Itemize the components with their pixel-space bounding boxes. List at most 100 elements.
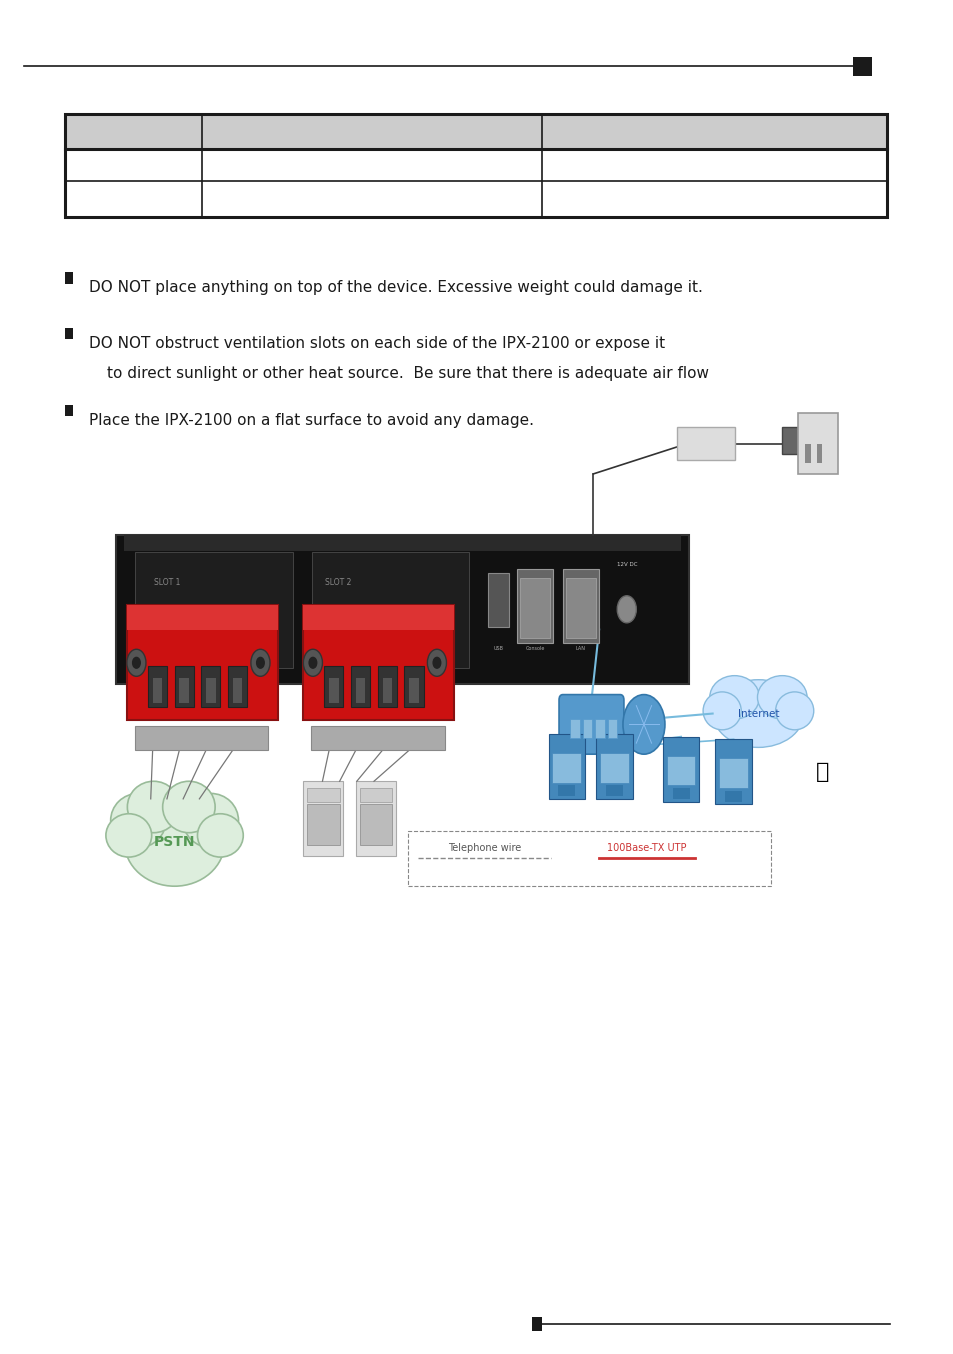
Bar (228, 666, 247, 707)
Bar (719, 758, 747, 788)
Bar (558, 785, 575, 796)
Bar (781, 427, 799, 454)
Bar (65, 114, 886, 217)
Bar (65, 272, 73, 284)
Bar (565, 578, 596, 638)
Ellipse shape (111, 793, 166, 848)
Circle shape (132, 657, 140, 668)
Bar (303, 605, 454, 630)
Bar (65, 405, 73, 417)
Bar (408, 831, 770, 886)
Bar (599, 753, 628, 783)
Bar (124, 535, 680, 551)
Bar (233, 678, 242, 703)
Bar (570, 719, 579, 738)
Bar (409, 678, 418, 703)
FancyBboxPatch shape (558, 695, 623, 754)
Bar (662, 737, 699, 802)
Bar (179, 678, 189, 703)
Bar (595, 719, 604, 738)
Bar (303, 781, 343, 856)
Bar (303, 605, 454, 720)
Bar (677, 427, 734, 460)
Ellipse shape (106, 814, 152, 857)
Bar (206, 678, 215, 703)
Circle shape (622, 695, 664, 754)
Circle shape (127, 649, 146, 676)
Bar (174, 666, 193, 707)
Bar (666, 756, 695, 785)
Bar (311, 726, 444, 750)
Bar (552, 753, 580, 783)
Bar (852, 57, 871, 76)
Bar (607, 719, 617, 738)
Bar (152, 678, 162, 703)
Bar (134, 726, 268, 750)
Bar (797, 413, 837, 474)
Bar (582, 719, 592, 738)
Text: SLOT 2: SLOT 2 (325, 578, 352, 586)
Ellipse shape (775, 692, 813, 730)
Circle shape (617, 596, 636, 623)
Bar (148, 666, 167, 707)
Bar (116, 535, 688, 684)
Ellipse shape (127, 781, 179, 833)
Bar (804, 444, 810, 463)
Bar (324, 666, 343, 707)
Bar (377, 666, 396, 707)
Ellipse shape (713, 680, 802, 747)
Bar (816, 444, 821, 463)
Ellipse shape (757, 676, 806, 719)
Bar (532, 1317, 541, 1331)
Circle shape (251, 649, 270, 676)
Bar (517, 569, 553, 643)
Ellipse shape (702, 692, 740, 730)
Bar (312, 552, 469, 668)
Bar (488, 573, 509, 627)
Bar (359, 788, 392, 802)
Ellipse shape (124, 798, 225, 886)
Text: to direct sunlight or other heat source.  Be sure that there is adequate air flo: to direct sunlight or other heat source.… (107, 366, 708, 380)
Bar (329, 678, 338, 703)
Bar (605, 785, 622, 796)
Bar (307, 804, 339, 845)
Circle shape (309, 657, 316, 668)
Text: Console: Console (525, 646, 544, 651)
Bar (548, 734, 584, 799)
Bar (724, 791, 741, 802)
Bar (359, 804, 392, 845)
Bar (65, 114, 886, 149)
Text: Telephone wire: Telephone wire (448, 844, 520, 853)
Bar (351, 666, 370, 707)
Bar (355, 781, 395, 856)
Text: DO NOT obstruct ventilation slots on each side of the IPX-2100 or expose it: DO NOT obstruct ventilation slots on eac… (89, 336, 664, 351)
Ellipse shape (183, 793, 238, 848)
Circle shape (303, 649, 322, 676)
Circle shape (427, 649, 446, 676)
Ellipse shape (162, 781, 215, 833)
Bar (672, 788, 689, 799)
Bar (307, 788, 339, 802)
Bar (65, 328, 73, 340)
Text: USB: USB (494, 646, 503, 651)
Text: PSTN: PSTN (153, 835, 195, 849)
Bar (519, 578, 550, 638)
Text: 🧑: 🧑 (815, 762, 828, 781)
Text: 12V DC: 12V DC (616, 562, 637, 567)
Text: Internet: Internet (737, 708, 779, 719)
Text: DO NOT place anything on top of the device. Excessive weight could damage it.: DO NOT place anything on top of the devi… (89, 280, 701, 295)
Ellipse shape (709, 676, 759, 719)
Bar (355, 678, 365, 703)
Text: SLOT 1: SLOT 1 (153, 578, 180, 586)
Bar (562, 569, 598, 643)
Bar (596, 734, 632, 799)
Text: 100Base-TX UTP: 100Base-TX UTP (606, 844, 686, 853)
Bar (135, 552, 293, 668)
Bar (201, 666, 220, 707)
Ellipse shape (197, 814, 243, 857)
Bar (127, 605, 277, 720)
Text: LAN: LAN (576, 646, 585, 651)
Bar (715, 739, 751, 804)
Circle shape (433, 657, 440, 668)
Bar (404, 666, 423, 707)
